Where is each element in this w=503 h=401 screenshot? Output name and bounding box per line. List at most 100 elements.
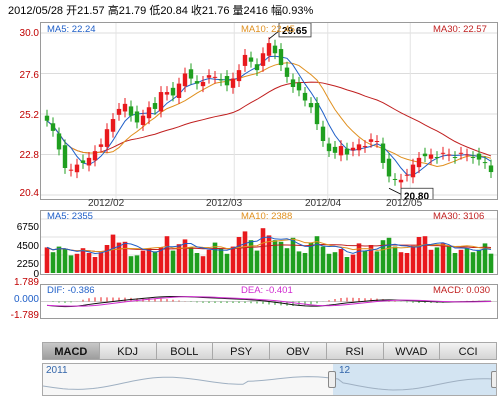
tab-macd[interactable]: MACD: [42, 342, 100, 360]
candle-body: [416, 157, 422, 168]
candle-body: [308, 103, 314, 108]
volume-bar: [86, 253, 92, 273]
volume-bar: [98, 252, 104, 273]
candle-body: [350, 147, 356, 151]
volume-bar: [470, 252, 476, 273]
macd-chart-svg: [41, 295, 497, 308]
volume-tick: 0: [33, 269, 39, 280]
volume-bar: [410, 245, 416, 273]
date-tick: 2012/02: [88, 198, 125, 209]
high-value: 21.79: [118, 5, 147, 17]
candle-body: [254, 64, 260, 71]
tab-obv[interactable]: OBV: [270, 342, 327, 360]
candle-body: [110, 119, 116, 132]
volume-bar: [368, 245, 374, 273]
price-chart-svg: 29.65 20.80: [41, 23, 497, 199]
volume-bar: [374, 251, 380, 273]
volume-bar: [398, 252, 404, 273]
price-tick: 22.8: [19, 150, 39, 161]
volume-bar: [362, 250, 368, 273]
min-pointer: [388, 187, 402, 195]
volume-bar: [344, 257, 350, 273]
volume-bar: [140, 250, 146, 273]
volume-bar: [320, 246, 326, 273]
vol-ma10-legend: MA10: 2388: [241, 211, 293, 222]
candle-body: [392, 178, 398, 180]
volume-bar: [116, 242, 122, 273]
candle-body: [458, 152, 464, 154]
tab-boll[interactable]: BOLL: [156, 342, 214, 360]
candle-body: [68, 169, 74, 171]
ma5-line: [46, 55, 492, 176]
tab-rsi[interactable]: RSI: [326, 342, 384, 360]
volume-bar: [254, 250, 260, 273]
candle-body: [434, 157, 440, 159]
volume-bar: [146, 248, 152, 273]
candle-body: [488, 165, 494, 173]
candle-body: [290, 79, 296, 87]
volume-bar: [314, 236, 320, 273]
volume-bar: [326, 253, 332, 273]
max-label-box: [278, 23, 312, 38]
open-value: 21.57: [77, 5, 105, 17]
volume-bar: [386, 237, 392, 273]
timeline-navigator[interactable]: 2011 12: [42, 363, 497, 396]
price-tick: 25.2: [19, 110, 39, 121]
volume-bar: [164, 236, 170, 273]
volume-bar: [92, 257, 98, 273]
volume-bar: [356, 243, 362, 273]
tab-kdj[interactable]: KDJ: [99, 342, 157, 360]
volume-chart-svg: [41, 218, 497, 273]
volume-bar: [56, 246, 62, 273]
candle-body: [296, 82, 302, 91]
candle-body: [56, 133, 62, 150]
volume-bar: [350, 254, 356, 273]
max-price-label: 29.65: [282, 26, 307, 37]
dif-legend: DIF: -0.386: [47, 285, 95, 296]
tab-psy[interactable]: PSY: [213, 342, 270, 360]
volume-bar: [236, 237, 242, 273]
candle-body: [326, 143, 332, 152]
candle-body: [140, 115, 146, 125]
candle-body: [134, 111, 140, 123]
navigator-sparkline: [43, 376, 494, 391]
tab-wvad[interactable]: WVAD: [383, 342, 441, 360]
candle-body: [374, 141, 380, 142]
volume-bar: [248, 240, 254, 273]
navigator-right-handle[interactable]: [491, 371, 496, 388]
candle-body: [104, 129, 110, 147]
volume-bar: [476, 249, 482, 273]
candle-body: [50, 123, 56, 131]
ma30-legend: MA30: 22.57: [433, 24, 487, 35]
candle-body: [464, 154, 470, 156]
candle-body: [158, 92, 164, 112]
candle-body: [44, 115, 50, 121]
candle-body: [86, 157, 92, 166]
candle-body: [320, 126, 326, 141]
tab-cci[interactable]: CCI: [440, 342, 497, 360]
volume-bar: [224, 253, 230, 273]
candle-body: [368, 139, 374, 142]
volume-bar: [128, 256, 134, 273]
dea-legend: DEA: -0.401: [241, 285, 293, 296]
volume-bar: [332, 252, 338, 273]
vol-ma30-legend: MA30: 3106: [433, 211, 485, 222]
volume-tick: 6750: [16, 222, 39, 233]
navigator-left-handle[interactable]: [328, 371, 336, 388]
volume-bar: [290, 237, 296, 273]
high-label: 高: [107, 5, 119, 17]
close-value: 21.76: [201, 5, 230, 17]
ma5-legend: MA5: 22.24: [47, 24, 96, 35]
candle-body: [200, 81, 206, 87]
volume-bar: [278, 241, 284, 273]
vol-ma10-line: [46, 238, 492, 252]
candle-body: [380, 143, 386, 163]
volume-bar: [428, 249, 434, 273]
date-tick: 2012/05: [386, 198, 423, 209]
change-label: 幅: [271, 5, 283, 17]
candle-body: [218, 79, 224, 81]
change-value: 0.93%: [282, 5, 314, 17]
candle-body: [176, 83, 182, 98]
candle-body: [284, 67, 290, 77]
